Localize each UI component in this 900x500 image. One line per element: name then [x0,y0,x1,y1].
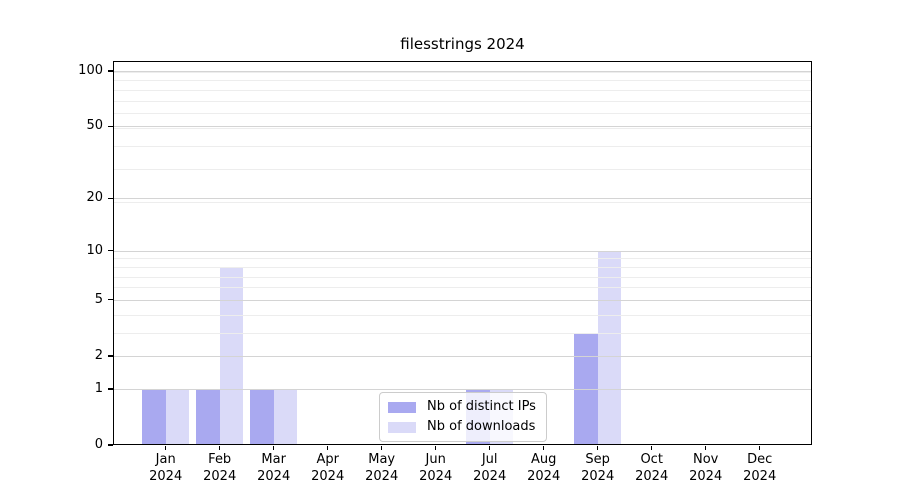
bar-downloads [165,388,190,445]
gridline-minor [114,332,811,334]
legend: Nb of distinct IPs Nb of downloads [379,392,547,442]
chart-title: filesstrings 2024 [400,35,525,53]
bar-distinct-ips [142,388,166,445]
x-tick [165,445,167,450]
gridline-minor [114,258,811,260]
x-tick-label: Jul 2024 [473,452,507,484]
gridline-minor [114,113,811,115]
gridline-minor [114,146,811,148]
y-tick-label: 2 [94,347,103,363]
x-tick [489,445,491,450]
x-tick [219,445,221,450]
x-tick [759,445,761,450]
bar-downloads [219,266,244,445]
y-tick [107,70,113,72]
gridline-major [114,71,811,72]
legend-entry-downloads: Nb of downloads [388,419,536,435]
legend-swatch-distinct-ips [388,401,416,413]
gridline-minor [114,128,811,129]
gridline-minor [114,100,811,102]
x-tick-label: Aug 2024 [527,452,561,484]
gridline-minor [114,276,811,278]
x-tick [435,445,437,450]
y-tick-label: 10 [86,242,103,258]
x-tick [327,445,329,450]
gridline-minor [114,314,811,316]
gridline-major [114,198,811,200]
y-tick [107,444,113,446]
gridline-minor [114,89,811,91]
y-tick [107,250,113,252]
bar-downloads [273,388,298,445]
x-tick [273,445,275,450]
legend-entry-distinct-ips: Nb of distinct IPs [388,399,536,415]
gridline-major [114,356,811,357]
x-tick-label: Nov 2024 [689,452,723,484]
gridline-major [114,299,811,301]
gridline-minor [114,266,811,268]
gridline-minor [114,169,811,171]
x-tick-label: Jun 2024 [419,452,453,484]
y-tick [107,388,113,390]
y-tick-label: 1 [94,380,103,396]
x-tick [597,445,599,450]
gridline-major [114,126,811,128]
bar-distinct-ips [196,388,220,445]
plot-area-border [113,61,812,445]
gridline-minor [114,287,811,289]
x-tick [651,445,653,450]
y-tick-label: 5 [94,291,103,307]
gridline-major [114,388,811,390]
x-tick [705,445,707,450]
gridline-minor [114,202,811,204]
x-tick-label: Dec 2024 [743,452,777,484]
y-tick-label: 20 [86,190,103,206]
x-tick-label: Feb 2024 [203,452,237,484]
bar-distinct-ips [250,388,274,445]
y-tick [107,355,113,357]
bar-downloads [597,250,622,445]
legend-label-downloads: Nb of downloads [427,419,536,434]
legend-label-distinct-ips: Nb of distinct IPs [427,399,536,414]
legend-swatch-downloads [388,421,416,433]
y-tick-label: 50 [86,118,103,134]
x-tick-label: Oct 2024 [635,452,669,484]
x-tick-label: Mar 2024 [257,452,291,484]
x-tick [381,445,383,450]
gridline-minor [114,80,811,82]
x-tick [543,445,545,450]
x-tick-label: May 2024 [365,452,399,484]
x-tick-label: Sep 2024 [581,452,615,484]
x-tick-label: Apr 2024 [311,452,345,484]
y-tick [107,299,113,301]
y-tick [107,125,113,128]
y-tick-label: 0 [94,437,103,452]
y-tick [107,197,113,199]
y-tick-label: 100 [78,62,103,78]
gridline-major [114,250,811,252]
gridline-minor [114,71,811,73]
x-tick-label: Jan 2024 [149,452,183,484]
